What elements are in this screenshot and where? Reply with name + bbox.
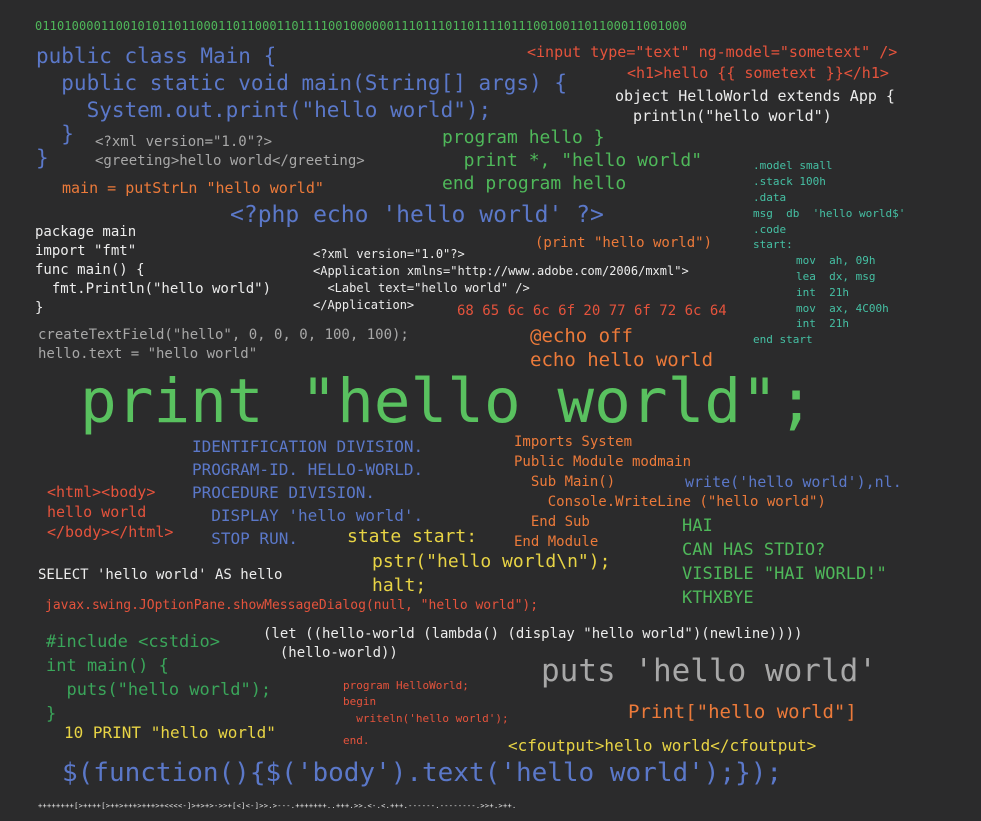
brainfuck-footer: ++++++++[>++++[>++>+++>+++>+<<<<-]>+>+>-… — [38, 802, 517, 810]
hex-line: 68 65 6c 6c 6f 20 77 6f 72 6c 64 — [457, 303, 727, 319]
cpp-line-4: } — [46, 704, 57, 724]
state-line-3: halt; — [372, 575, 427, 596]
cfml-line: <cfoutput>hello world</cfoutput> — [508, 736, 817, 755]
jquery-line: $(function(){$('body').text('hello world… — [62, 758, 783, 788]
vbnet-line-6: End Module — [514, 534, 599, 550]
java-line-5: } — [36, 146, 49, 170]
asm-line-2: .stack 100h — [753, 175, 826, 188]
state-line-1: state start: — [347, 526, 478, 547]
lolcode-line-4: KTHXBYE — [682, 588, 754, 608]
java-line-2: public static void main(String[] args) { — [36, 71, 568, 95]
xml-line-1: <?xml version="1.0"?> — [95, 134, 273, 150]
vbnet-line-3: Sub Main() — [514, 474, 616, 490]
asm-line-9: int 21h — [796, 286, 849, 299]
actionscript-line-1: createTextField("hello", 0, 0, 0, 100, 1… — [38, 327, 409, 343]
vbnet-line-1: Imports System — [514, 434, 633, 450]
mathematica-line: Print["hello world"] — [628, 701, 857, 723]
asm-line-10: mov ax, 4C00h — [796, 302, 889, 315]
cobol-line-1: IDENTIFICATION DIVISION. — [192, 437, 424, 456]
ruby-line: puts 'hello world' — [541, 653, 877, 689]
vbnet-line-4: Console.WriteLine ("hello world") — [514, 494, 826, 510]
cobol-line-5: STOP RUN. — [192, 529, 298, 548]
scheme-line-2: (hello-world)) — [263, 645, 398, 661]
php-line: <?php echo 'hello world' ?> — [230, 202, 604, 228]
binary-header: 0110100001100101011011000110110001101111… — [35, 19, 687, 33]
batch-line-1: @echo off — [530, 325, 633, 347]
html-line-3: </body></html> — [47, 523, 174, 541]
lisp-print-line: (print "hello world") — [535, 235, 713, 251]
actionscript-line-2: hello.text = "hello world" — [38, 346, 258, 362]
mxml-line-4: </Application> — [313, 298, 415, 312]
xml-line-2: <greeting>hello world</greeting> — [95, 153, 365, 169]
haskell-line: main = putStrLn "hello world" — [62, 179, 324, 197]
cobol-line-3: PROCEDURE DIVISION. — [192, 483, 376, 502]
mxml-line-2: <Application xmlns="http://www.adobe.com… — [313, 264, 689, 278]
scheme-line-1: (let ((hello-world (lambda() (display "h… — [263, 626, 803, 642]
go-line-3: func main() { — [35, 262, 145, 278]
fortran-line-3: end program hello — [442, 173, 627, 194]
scala-line-1: object HelloWorld extends App { — [615, 87, 895, 105]
asm-line-11: int 21h — [796, 317, 849, 330]
main-print-line: print "hello world"; — [80, 366, 815, 437]
html-line-2: hello world — [47, 503, 147, 521]
pascal-line-4: end. — [343, 734, 370, 747]
lolcode-line-2: CAN HAS STDIO? — [682, 540, 826, 560]
java-line-3: System.out.print("hello world"); — [36, 98, 492, 122]
basic-line: 10 PRINT "hello world" — [64, 723, 276, 742]
mxml-line-3: <Label text="hello world" /> — [313, 281, 530, 295]
cpp-line-3: puts("hello world"); — [46, 680, 272, 700]
javax-line: javax.swing.JOptionPane.showMessageDialo… — [45, 598, 539, 613]
go-line-4: fmt.Println("hello world") — [35, 281, 272, 297]
pascal-line-3: writeln('hello world'); — [343, 712, 509, 725]
mxml-line-1: <?xml version="1.0"?> — [313, 247, 465, 261]
vbnet-line-5: End Sub — [514, 514, 590, 530]
angular-line-2: <h1>hello {{ sometext }}</h1> — [627, 64, 889, 82]
go-line-2: import "fmt" — [35, 243, 137, 259]
asm-line-1: .model small — [753, 159, 833, 172]
java-line-4: } — [36, 122, 74, 146]
go-line-1: package main — [35, 224, 137, 240]
angular-line-1: <input type="text" ng-model="sometext" /… — [527, 43, 898, 61]
cpp-line-2: int main() { — [46, 656, 169, 676]
asm-line-3: .data — [753, 191, 787, 204]
pascal-line-1: program HelloWorld; — [343, 679, 469, 692]
asm-line-12: end start — [753, 333, 813, 346]
lolcode-line-1: HAI — [682, 516, 713, 536]
cobol-line-2: PROGRAM-ID. HELLO-WORLD. — [192, 460, 424, 479]
scala-line-2: println("hello world") — [615, 107, 832, 125]
cobol-line-4: DISPLAY 'hello world'. — [192, 506, 424, 525]
asm-line-6: start: — [753, 238, 793, 251]
asm-line-8: lea dx, msg — [796, 270, 876, 283]
asm-line-5: .code — [753, 223, 787, 236]
prolog-line: write('hello world'),nl. — [685, 473, 902, 491]
html-line-1: <html><body> — [47, 483, 156, 501]
cpp-line-1: #include <cstdio> — [46, 632, 220, 652]
vbnet-line-2: Public Module modmain — [514, 454, 692, 470]
batch-line-2: echo hello world — [530, 349, 714, 371]
lolcode-line-3: VISIBLE "HAI WORLD!" — [682, 564, 887, 584]
go-line-5: } — [35, 300, 44, 316]
fortran-line-2: print *, "hello world" — [442, 150, 703, 171]
java-line-1: public class Main { — [36, 44, 277, 68]
asm-line-4: msg db 'hello world$' — [753, 207, 906, 220]
state-line-2: pstr("hello world\n"); — [372, 551, 611, 572]
asm-line-7: mov ah, 09h — [796, 254, 876, 267]
fortran-line-1: program hello } — [442, 127, 605, 148]
sql-line: SELECT 'hello world' AS hello — [38, 567, 283, 583]
pascal-line-2: begin — [343, 695, 377, 708]
